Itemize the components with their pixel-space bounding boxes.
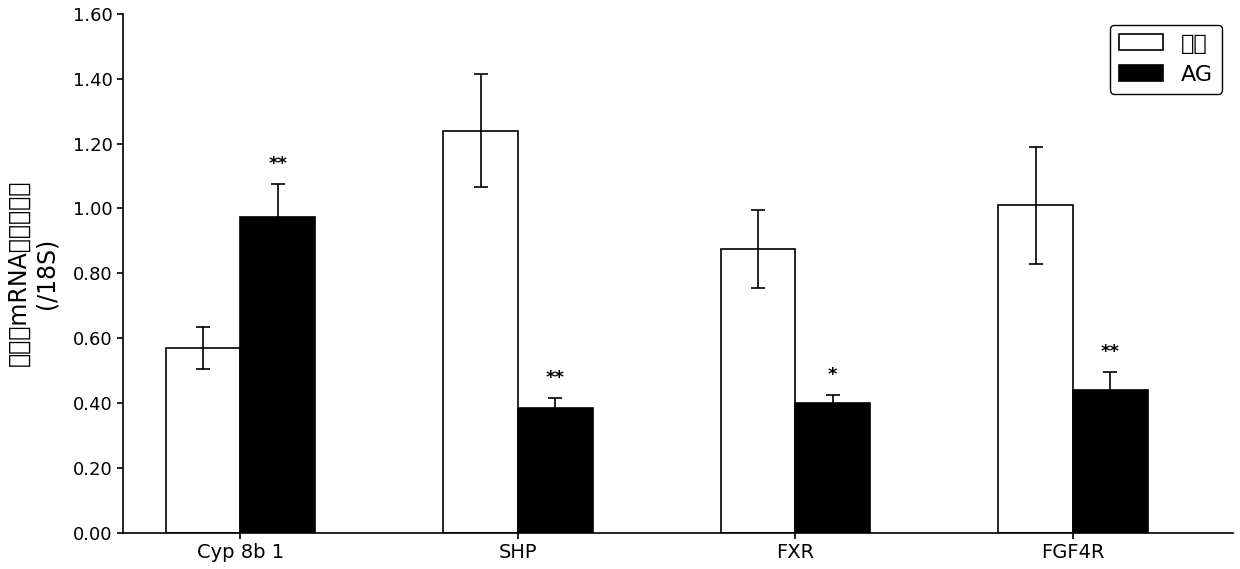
Y-axis label: 相对的mRNA表达量水平
(/18S): 相对的mRNA表达量水平 (/18S) [7, 180, 58, 366]
Bar [443, 131, 518, 533]
Bar [166, 348, 241, 533]
Bar [518, 408, 593, 533]
Bar [1073, 390, 1148, 533]
Bar [720, 249, 795, 533]
Bar [241, 217, 315, 533]
Bar [998, 205, 1073, 533]
Bar [795, 403, 870, 533]
Text: **: ** [546, 369, 564, 387]
Legend: 对照, AG: 对照, AG [1110, 25, 1221, 94]
Text: **: ** [268, 155, 288, 173]
Text: *: * [828, 365, 837, 384]
Text: **: ** [1101, 343, 1120, 361]
